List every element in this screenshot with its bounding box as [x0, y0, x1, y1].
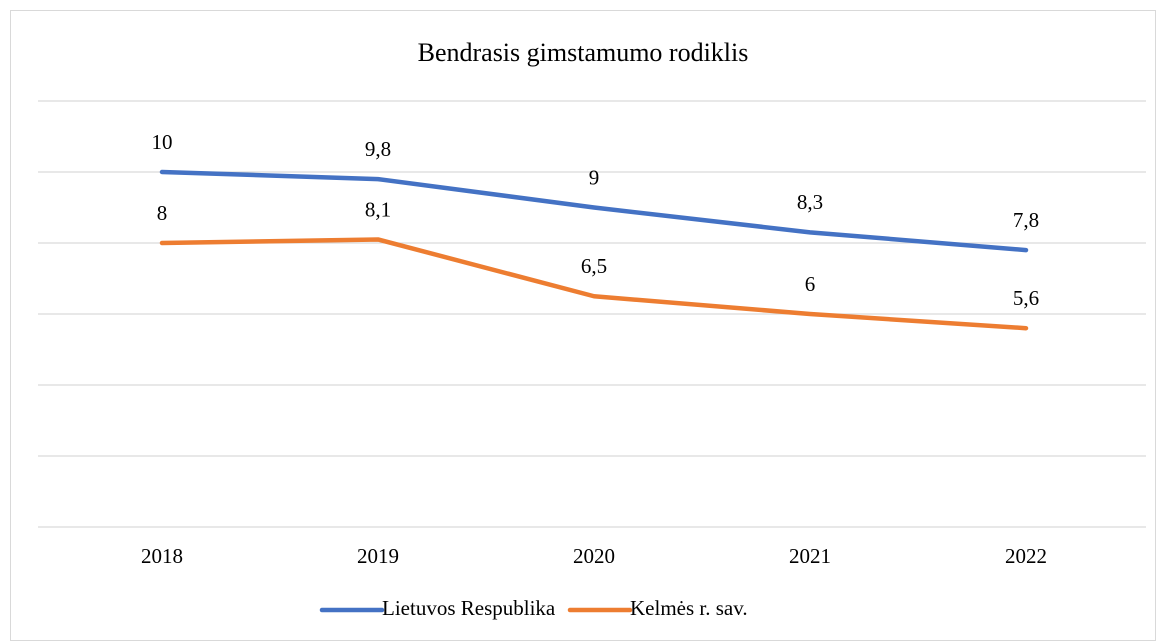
data-label: 7,8 — [1013, 208, 1039, 232]
series-line — [159, 237, 1029, 331]
legend-label: Lietuvos Respublika — [382, 596, 556, 620]
series-line — [159, 169, 1029, 253]
x-tick-label: 2021 — [789, 544, 831, 568]
legend-label: Kelmės r. sav. — [630, 596, 748, 620]
x-tick-label: 2020 — [573, 544, 615, 568]
data-label: 8,1 — [365, 197, 391, 221]
data-label: 10 — [152, 130, 173, 154]
x-tick-label: 2022 — [1005, 544, 1047, 568]
data-label: 6 — [805, 272, 816, 296]
data-label: 8,3 — [797, 190, 823, 214]
x-tick-label: 2019 — [357, 544, 399, 568]
data-label: 8 — [157, 201, 168, 225]
chart-title: Bendrasis gimstamumo rodiklis — [418, 38, 749, 67]
data-label: 5,6 — [1013, 286, 1039, 310]
data-label: 9 — [589, 165, 600, 189]
data-label: 6,5 — [581, 254, 607, 278]
x-tick-label: 2018 — [141, 544, 183, 568]
data-label: 9,8 — [365, 137, 391, 161]
